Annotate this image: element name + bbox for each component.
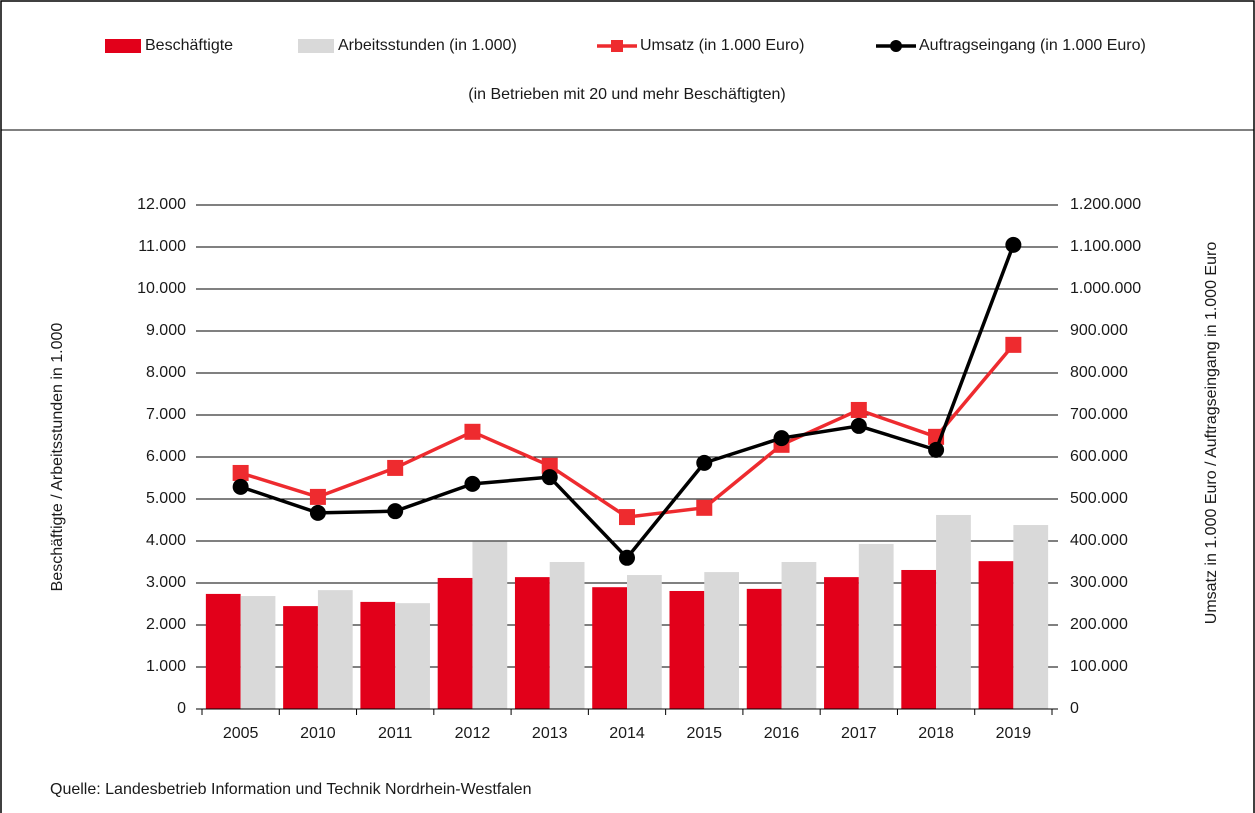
bar [901,569,937,709]
bar [1013,525,1049,709]
bar [240,596,276,709]
bar [437,577,473,709]
line-marker [464,423,481,440]
x-tick-label: 2010 [300,725,336,742]
y-tick-label: 4.000 [146,532,186,549]
line-marker [850,401,867,418]
y2-tick-label: 300.000 [1070,574,1128,591]
y2-tick-label: 1.000.000 [1070,280,1141,297]
y-tick-label: 10.000 [137,280,186,297]
bar [978,561,1014,709]
legend-marker [890,40,902,52]
legend: Beschäftigte Arbeitsstunden (in 1.000) Ums… [105,37,1146,54]
legend-marker [611,40,623,52]
bar [936,514,971,709]
y-tick-label: 11.000 [138,238,186,255]
legend-label: Beschäftigte [145,37,233,54]
bar [627,575,662,709]
y2-tick-label: 800.000 [1070,364,1128,381]
y-tick-label: 2.000 [146,616,186,633]
y2-tick-label: 600.000 [1070,448,1128,465]
legend-swatch [298,39,334,53]
x-tick-label: 2013 [532,725,568,742]
bar [704,572,740,709]
line-marker [387,459,404,476]
bar [824,577,859,709]
y2-tick-label: 900.000 [1070,322,1128,339]
y2-tick-label: 400.000 [1070,532,1128,549]
bar [205,593,241,709]
y2-tick-label: 1.100.000 [1070,238,1141,255]
line-marker [619,509,635,526]
y-tick-label: 0 [177,700,186,717]
legend-label: Umsatz (in 1.000 Euro) [640,37,805,54]
line-marker [696,454,713,471]
y-tick-label: 7.000 [146,406,186,423]
bar [781,562,817,709]
bar [746,588,782,709]
legend-label: Arbeitsstunden (in 1.000) [338,37,517,54]
y-tick-label: 8.000 [146,364,186,381]
bar [669,590,705,709]
x-tick-label: 2019 [996,725,1032,742]
y-tick-label: 1.000 [146,658,186,675]
y2-tick-label: 700.000 [1070,406,1128,423]
y-tick-label: 9.000 [146,322,186,339]
bar [317,590,353,709]
line-marker [696,499,713,516]
bar [549,562,585,709]
line-marker [1005,336,1022,353]
y2-tick-label: 200.000 [1070,616,1128,633]
bar [472,541,508,709]
line-marker [619,549,635,566]
x-tick-label: 2011 [378,725,413,742]
line-marker [541,457,558,474]
bar [395,603,430,709]
line-marker [387,503,404,520]
y-tick-label: 3.000 [146,574,186,591]
y-tick-label: 5.000 [146,490,186,507]
bar [283,606,318,709]
y2-tick-label: 0 [1070,700,1079,717]
y2-tick-label: 500.000 [1070,490,1128,507]
bar [360,601,396,709]
y2-tick-label: 100.000 [1070,658,1128,675]
x-tick-label: 2015 [686,725,722,742]
source-note: Quelle: Landesbetrieb Information und Te… [50,781,531,798]
line-marker [541,469,558,486]
bar [514,577,550,709]
x-tick-label: 2014 [609,725,645,742]
y-tick-label: 12.000 [137,196,186,213]
subtitle: (in Betrieben mit 20 und mehr Beschäftig… [468,86,786,103]
line-marker [850,417,867,434]
x-tick-label: 2012 [455,725,491,742]
x-tick-label: 2018 [918,725,954,742]
x-tick-label: 2017 [841,725,877,742]
y2-tick-label: 1.200.000 [1070,196,1141,213]
line-marker [309,488,326,505]
legend-label: Auftragseingang (in 1.000 Euro) [919,37,1146,54]
bar [858,543,894,709]
line-marker [928,441,945,458]
line-marker [773,430,790,447]
line-series [240,343,1015,519]
line-marker [1005,236,1022,253]
bar [592,587,627,709]
line-marker [464,475,481,492]
line-marker [232,478,249,495]
line-marker [232,464,249,481]
line-marker [309,504,326,521]
x-tick-label: 2016 [764,725,800,742]
legend-swatch [105,39,141,53]
y-tick-label: 6.000 [146,448,186,465]
y2-axis-title: Umsatz in 1.000 Euro / Auftragseingang i… [1203,242,1220,625]
y-axis-title: Beschäftigte / Arbeitsstunden in 1.000 [49,323,66,592]
x-tick-label: 2005 [223,725,259,742]
